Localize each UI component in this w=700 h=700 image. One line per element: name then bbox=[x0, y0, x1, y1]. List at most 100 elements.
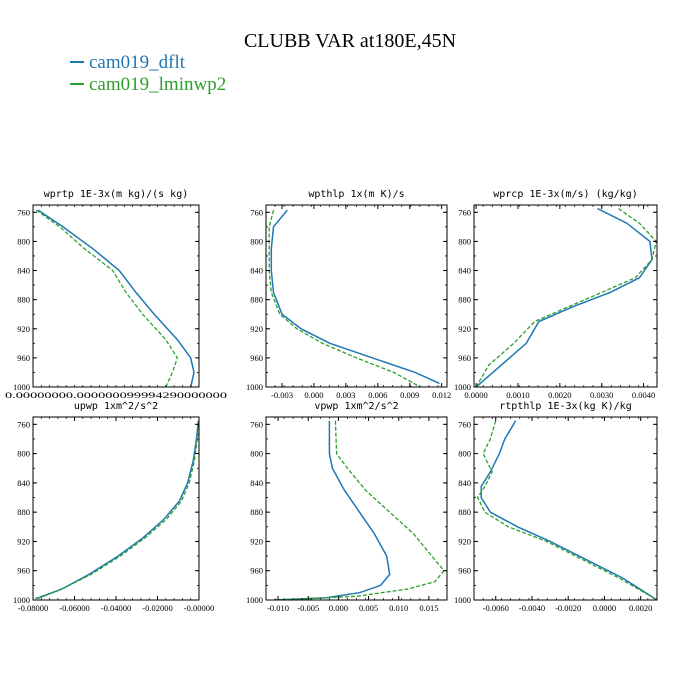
panel-title: wpthlp 1x(m K)/s bbox=[308, 189, 404, 200]
legend-swatch-dflt bbox=[70, 60, 84, 63]
series-line-lminwp2 bbox=[475, 208, 657, 387]
y-tick-label: 880 bbox=[250, 507, 263, 517]
series-line-lminwp2 bbox=[34, 420, 199, 600]
y-tick-label: 1000 bbox=[246, 595, 263, 605]
panel-title: wprtp 1E-3x(m kg)/(s kg) bbox=[44, 189, 189, 200]
y-tick-label: 760 bbox=[17, 207, 30, 217]
panel-2: wpthlp 1x(m K)/s 760 800 840 880 920 960 1000 -0… bbox=[246, 189, 451, 400]
panel-frame bbox=[473, 204, 658, 388]
y-tick-label: 1000 bbox=[13, 382, 30, 392]
y-tick-label: 920 bbox=[458, 324, 471, 334]
x-tick-label: 0.000 bbox=[304, 390, 323, 400]
y-tick-label: 960 bbox=[250, 353, 263, 363]
series-line-dflt bbox=[475, 207, 653, 387]
y-tick-label: 760 bbox=[458, 419, 471, 429]
panel-frame bbox=[473, 416, 658, 601]
y-tick-label: 920 bbox=[250, 324, 263, 334]
x-tick-label: -0.06000 bbox=[59, 603, 89, 613]
x-tick-label: -0.00000 bbox=[184, 603, 214, 613]
y-tick-label: 880 bbox=[458, 507, 471, 517]
panel-6: rtpthlp 1E-3x(kg K)/kg 760 800 840 880 920 960… bbox=[454, 401, 658, 613]
series-line-dflt bbox=[36, 420, 199, 600]
legend-entry-lminwp2: cam019_lminwp2 bbox=[70, 74, 226, 96]
y-tick-label: 840 bbox=[17, 478, 30, 488]
y-tick-label: 920 bbox=[250, 536, 263, 546]
x-tick-label: 0.009 bbox=[400, 390, 419, 400]
legend-label-dflt: cam019_dflt bbox=[89, 52, 186, 73]
panel-frame bbox=[265, 204, 448, 388]
x-tick-label: 0.005 bbox=[359, 603, 378, 613]
y-tick-label: 800 bbox=[458, 236, 471, 246]
legend-entry-dflt: cam019_dflt bbox=[70, 52, 185, 74]
series-line-lminwp2 bbox=[476, 420, 657, 600]
x-tick-label: 0.010 bbox=[389, 603, 408, 613]
x-tick-label: 0.0030 bbox=[590, 390, 613, 400]
x-tick-label-overlap: 0.00000000.000000099994290000000 bbox=[5, 390, 227, 400]
x-tick-label: 0.0010 bbox=[506, 390, 529, 400]
y-tick-label: 960 bbox=[17, 353, 30, 363]
y-tick-label: 880 bbox=[17, 507, 30, 517]
y-tick-label: 960 bbox=[250, 566, 263, 576]
x-tick-label: 0.003 bbox=[336, 390, 355, 400]
y-tick-label: 1000 bbox=[454, 382, 471, 392]
y-tick-label: 760 bbox=[17, 419, 30, 429]
y-tick-label: 960 bbox=[17, 566, 30, 576]
x-tick-label: -0.0040 bbox=[519, 603, 545, 613]
y-tick-label: 840 bbox=[250, 478, 263, 488]
panel-5: vpwp 1xm^2/s^2 760 800 840 880 920 960 1000 -0.0… bbox=[246, 401, 448, 613]
series-line-lminwp2 bbox=[35, 209, 179, 387]
x-tick-label: 0.015 bbox=[419, 603, 438, 613]
panel-frame bbox=[32, 416, 200, 601]
legend-label-lminwp2: cam019_lminwp2 bbox=[89, 74, 227, 95]
x-tick-label: 0.0040 bbox=[632, 390, 655, 400]
y-tick-label: 920 bbox=[458, 536, 471, 546]
y-tick-label: 760 bbox=[250, 419, 263, 429]
x-tick-label: -0.005 bbox=[297, 603, 319, 613]
y-tick-label: 800 bbox=[17, 236, 30, 246]
x-tick-label: 0.0020 bbox=[629, 603, 652, 613]
y-tick-label: 960 bbox=[458, 566, 471, 576]
panel-1: wprtp 1E-3x(m kg)/(s kg) 760 800 840 880 920 9… bbox=[5, 189, 227, 400]
y-tick-label: 760 bbox=[458, 207, 471, 217]
x-tick-label: 0.0000 bbox=[464, 390, 487, 400]
y-tick-label: 800 bbox=[17, 449, 30, 459]
panel-3: wprcp 1E-3x(m/s) (kg/kg) 760 800 840 880 920 9… bbox=[454, 189, 658, 400]
y-tick-label: 760 bbox=[250, 207, 263, 217]
x-tick-label: -0.0020 bbox=[555, 603, 581, 613]
panel-frame bbox=[32, 204, 200, 388]
y-tick-label: 800 bbox=[250, 449, 263, 459]
x-tick-label: 0.000 bbox=[329, 603, 348, 613]
series-line-lminwp2 bbox=[268, 209, 421, 387]
legend-swatch-lminwp2 bbox=[70, 82, 84, 85]
panel-title: rtpthlp 1E-3x(kg K)/kg bbox=[499, 401, 631, 412]
x-tick-label: 0.012 bbox=[432, 390, 451, 400]
panel-4: upwp 1xm^2/s^27608008408809209601000-0.0… bbox=[13, 401, 214, 613]
x-tick-label: -0.0060 bbox=[483, 603, 509, 613]
y-tick-label: 800 bbox=[250, 236, 263, 246]
x-tick-label: -0.04000 bbox=[101, 603, 131, 613]
y-tick-label: 920 bbox=[17, 324, 30, 334]
y-tick-label: 920 bbox=[17, 536, 30, 546]
y-tick-label: 800 bbox=[458, 449, 471, 459]
x-tick-label: -0.02000 bbox=[142, 603, 172, 613]
x-tick-label: -0.08000 bbox=[18, 603, 48, 613]
series-line-dflt bbox=[270, 209, 440, 385]
x-tick-label: 0.0000 bbox=[593, 603, 616, 613]
y-tick-label: 840 bbox=[250, 266, 263, 276]
y-tick-label: 880 bbox=[17, 295, 30, 305]
y-tick-label: 840 bbox=[458, 266, 471, 276]
y-tick-label: 840 bbox=[458, 478, 471, 488]
y-tick-label: 1000 bbox=[13, 595, 30, 605]
series-line-lminwp2 bbox=[278, 420, 445, 600]
x-tick-label: -0.003 bbox=[271, 390, 293, 400]
x-tick-label: -0.010 bbox=[267, 603, 289, 613]
y-tick-label: 880 bbox=[458, 295, 471, 305]
panel-title: wprcp 1E-3x(m/s) (kg/kg) bbox=[493, 189, 638, 200]
panel-title: upwp 1xm^2/s^2 bbox=[74, 401, 158, 412]
series-line-dflt bbox=[37, 209, 195, 387]
y-tick-label: 880 bbox=[250, 295, 263, 305]
y-tick-label: 960 bbox=[458, 353, 471, 363]
series-line-dflt bbox=[480, 420, 657, 600]
y-tick-label: 1000 bbox=[246, 382, 263, 392]
